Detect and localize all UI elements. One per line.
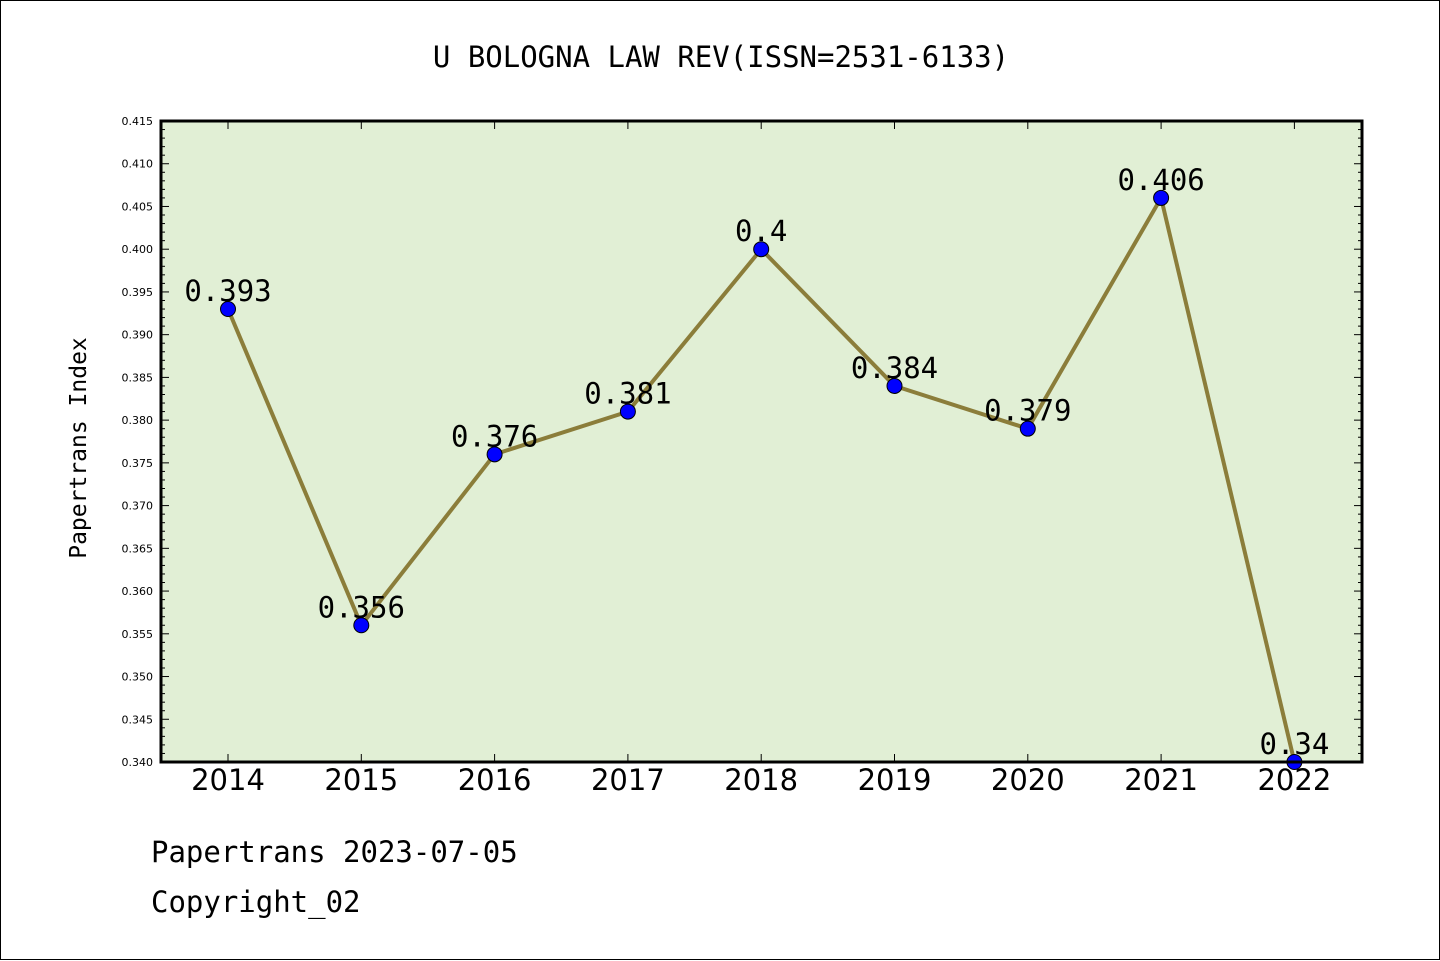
y-tick-label: 0.395 [122, 286, 154, 299]
data-label: 0.406 [1117, 163, 1204, 197]
data-point [753, 241, 770, 258]
x-tick-labels: 2014 2015 2016 2017 2018 2019 2020 2021 2022 [191, 763, 1331, 797]
data-point [220, 301, 236, 318]
chart-title: U BOLOGNA LAW REV(ISSN=2531-6133) [433, 40, 1009, 74]
y-tick-label: 0.365 [122, 542, 154, 555]
y-tick-label: 0.355 [122, 628, 154, 641]
y-tick-label: 0.360 [122, 585, 154, 598]
y-tick-label: 0.410 [122, 158, 154, 171]
data-point [886, 377, 903, 394]
data-point [486, 446, 503, 463]
data-label: 0.4 [735, 214, 787, 248]
y-tick-labels: 0.340 0.345 0.350 0.355 0.360 0.365 0.370 0.375… [122, 115, 154, 769]
y-tick-label: 0.370 [122, 500, 154, 513]
data-label: 0.376 [451, 419, 538, 453]
x-tick-label: 2020 [991, 763, 1065, 797]
y-tick-label: 0.415 [122, 115, 154, 128]
y-tick-label: 0.380 [122, 414, 154, 427]
x-tick-label: 2019 [858, 763, 932, 797]
x-tick-label: 2018 [724, 763, 798, 797]
y-tick-label: 0.350 [122, 671, 154, 684]
data-label: 0.384 [851, 351, 938, 385]
x-tick-label: 2021 [1124, 763, 1198, 797]
x-tick-label: 2014 [191, 763, 265, 797]
data-point [353, 617, 370, 634]
data-label: 0.356 [318, 590, 405, 624]
x-tick-label: 2016 [458, 763, 532, 797]
data-label: 0.393 [184, 274, 271, 308]
y-tick-label: 0.405 [122, 200, 154, 213]
data-point [619, 403, 636, 420]
y-tick-label: 0.385 [122, 371, 154, 384]
plot-area [161, 121, 1362, 762]
y-axis-label: Papertrans Index [66, 337, 92, 559]
y-tick-label: 0.390 [122, 329, 154, 342]
footer-copyright-line: Copyright_02 [151, 885, 361, 919]
y-tick-label: 0.340 [122, 756, 154, 769]
data-point [1019, 420, 1036, 437]
data-label: 0.34 [1259, 727, 1329, 761]
y-tick-label: 0.345 [122, 713, 154, 726]
plot-frame [159, 119, 1364, 764]
y-tick-label: 0.375 [122, 457, 154, 470]
x-tick-label: 2015 [324, 763, 398, 797]
data-points [220, 189, 1303, 770]
x-tick-label: 2017 [591, 763, 665, 797]
data-point [1153, 189, 1170, 206]
footer-date-line: Papertrans 2023-07-05 [151, 835, 518, 869]
y-tick-label: 0.400 [122, 243, 154, 256]
data-label: 0.379 [984, 394, 1071, 428]
data-labels: 0.393 0.356 0.376 0.381 0.4 0.384 0.379 0.406 0.… [184, 163, 1329, 761]
data-label: 0.381 [584, 377, 671, 411]
